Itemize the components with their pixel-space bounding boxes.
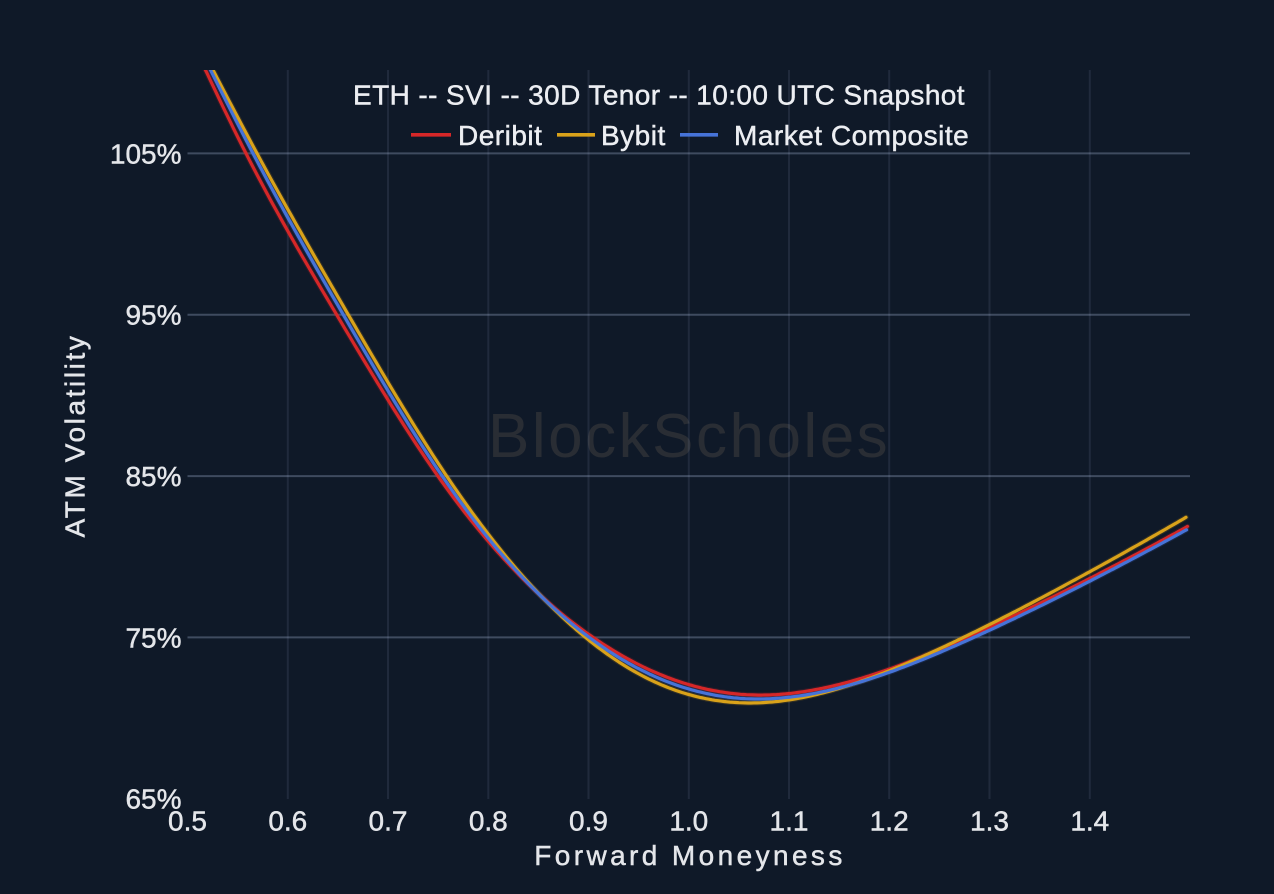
svg-text:BlockScholes: BlockScholes <box>488 402 890 471</box>
svg-text:Forward Moneyness: Forward Moneyness <box>534 840 845 871</box>
svg-text:ATM Volatility: ATM Volatility <box>60 334 91 538</box>
svg-text:105%: 105% <box>110 138 182 169</box>
svg-text:0.8: 0.8 <box>469 806 508 837</box>
svg-text:95%: 95% <box>125 300 181 331</box>
svg-text:1.3: 1.3 <box>970 806 1009 837</box>
svg-text:0.7: 0.7 <box>369 806 408 837</box>
svg-text:Deribit: Deribit <box>458 120 542 151</box>
svg-text:75%: 75% <box>125 622 181 653</box>
svg-text:Market Composite: Market Composite <box>734 120 969 151</box>
svg-text:85%: 85% <box>125 461 181 492</box>
svg-text:ETH -- SVI -- 30D Tenor -- 10:: ETH -- SVI -- 30D Tenor -- 10:00 UTC Sna… <box>353 80 965 111</box>
svg-text:65%: 65% <box>125 784 181 815</box>
svg-text:0.6: 0.6 <box>268 806 307 837</box>
svg-text:1.2: 1.2 <box>870 806 909 837</box>
svg-text:1.4: 1.4 <box>1070 806 1109 837</box>
svg-text:Bybit: Bybit <box>601 120 666 151</box>
svg-text:1.1: 1.1 <box>770 806 809 837</box>
svg-text:0.5: 0.5 <box>168 806 207 837</box>
svg-text:1.0: 1.0 <box>669 806 708 837</box>
svg-text:0.9: 0.9 <box>569 806 608 837</box>
